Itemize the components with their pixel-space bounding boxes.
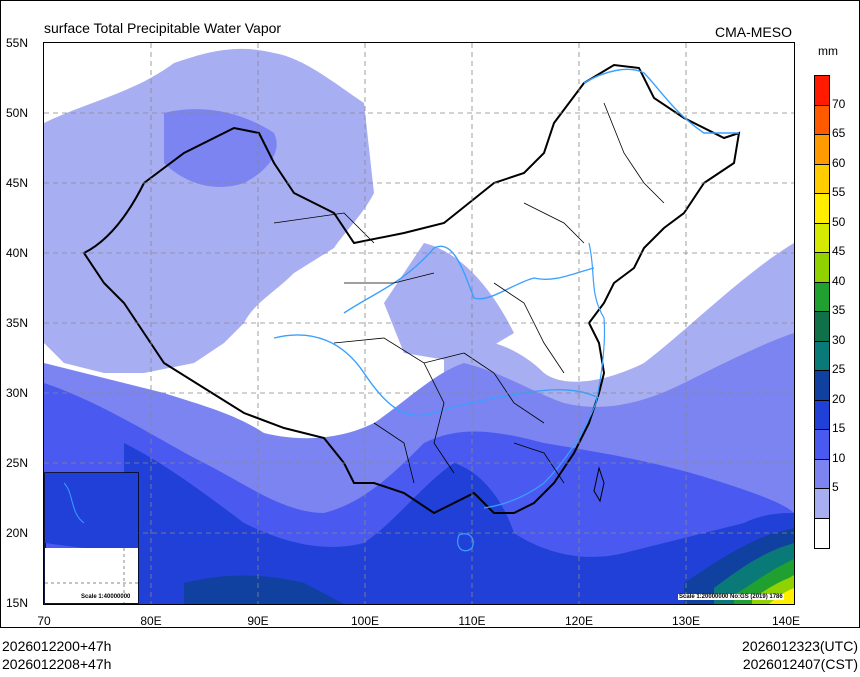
colorbar-swatch [815,489,829,519]
pwv-band-5-10-central [384,243,514,363]
colorbar-label: 45 [832,244,846,258]
lat-tick-30n: 30N [6,386,29,400]
model-source: CMA-MESO [715,24,792,40]
lat-tick-55n: 55N [6,36,29,50]
colorbar-swatch [815,223,829,253]
colorbar-label: 15 [832,421,846,435]
lat-tick-25n: 25N [6,456,29,470]
init-time-utc: 2026012200+47h [2,638,112,654]
colorbar-swatch [815,341,829,371]
colorbar-label: 25 [832,362,846,376]
valid-time-cst: 2026012407(CST) [742,656,858,672]
yangtze-river [273,334,600,417]
valid-time-utc: 2026012323(UTC) [742,638,858,654]
lon-tick-120e: 120E [564,614,594,628]
colorbar-label: 50 [832,214,846,229]
pwv-band-25-30 [184,575,344,604]
lon-tick-70: 70 [37,614,51,628]
map-svg [44,43,794,604]
pwv-band-5-10 [44,48,374,374]
taiwan-island [593,466,605,503]
pwv-band-10-15-north [164,109,277,187]
colorbar-swatch [815,76,829,106]
colorbar-label: 30 [832,332,846,347]
lat-tick-50n: 50N [6,106,29,120]
amur-river [583,68,739,134]
colorbar-swatch [815,430,829,460]
colorbar-swatch [815,518,829,548]
colorbar [814,75,830,549]
colorbar-label: 60 [832,155,846,170]
colorbar-label: 55 [832,185,846,199]
colorbar-label: 35 [832,303,846,317]
map-panel[interactable] [43,42,795,605]
colorbar-swatch [815,459,829,489]
colorbar-label: 10 [832,450,846,465]
south-china-sea-inset [44,472,139,604]
colorbar-swatch [815,312,829,342]
lat-tick-20n: 20N [6,526,29,540]
colorbar-label: 65 [832,126,846,140]
colorbar-swatch [815,282,829,312]
colorbar-swatch [815,194,829,224]
init-time-cst: 2026012208+47h [2,656,112,672]
colorbar-swatch [815,253,829,283]
pwv-band-20-25 [124,443,794,604]
colorbar-swatch [815,105,829,135]
colorbar-label: 20 [832,391,846,406]
colorbar-label: 40 [832,273,846,288]
colorbar-swatch [815,135,829,165]
lat-tick-35n: 35N [6,316,29,330]
coastline [483,242,606,509]
lon-tick-90e: 90E [247,614,269,628]
colorbar-swatch [815,164,829,194]
colorbar-swatch [815,400,829,430]
graticule [44,43,794,604]
inset-scale-note: Scale 1:40000000 [80,594,132,600]
main-scale-note: Scale 1:20000000 No:GS (2019) 1786 [678,594,784,600]
lat-tick-45n: 45N [6,176,29,190]
colorbar-label: 70 [832,96,846,111]
lon-tick-80e: 80E [140,614,162,628]
lat-tick-40n: 40N [6,246,29,260]
colorbar-label: 5 [832,480,839,494]
lon-tick-140e: 140E [771,614,801,628]
lat-tick-15n: 15N [6,596,29,610]
map-title: surface Total Precipitable Water Vapor [44,20,282,36]
lon-tick-110e: 110E [458,614,486,628]
lon-tick-130e: 130E [671,614,701,628]
yellow-river [343,245,595,314]
lon-tick-100e: 100E [350,614,380,628]
colorbar-swatch [815,371,829,401]
colorbar-units: mm [818,44,838,58]
